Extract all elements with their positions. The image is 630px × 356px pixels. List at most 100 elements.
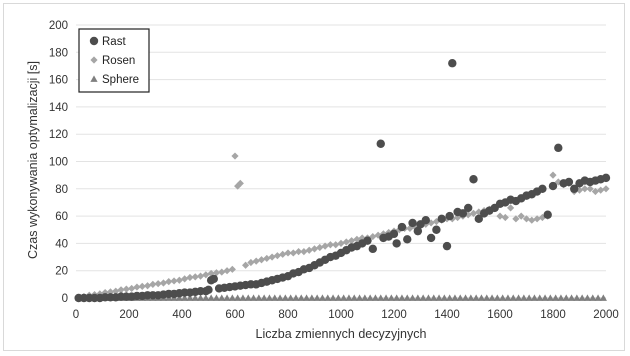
data-point: [546, 294, 554, 301]
data-point: [353, 235, 361, 243]
data-point: [387, 294, 395, 301]
legend-marker-sphere: [90, 75, 98, 82]
data-point: [586, 185, 594, 193]
data-point: [340, 294, 348, 301]
data-point: [332, 241, 340, 249]
data-point: [249, 294, 258, 301]
data-point: [464, 211, 472, 219]
data-point: [599, 294, 607, 301]
data-point: [591, 187, 599, 196]
data-point: [204, 285, 213, 295]
series-rosen: [75, 152, 610, 301]
data-point: [525, 294, 533, 301]
data-point: [133, 283, 141, 291]
data-point: [181, 294, 189, 301]
data-point: [361, 294, 369, 301]
data-point: [554, 143, 563, 153]
data-point: [567, 294, 576, 301]
data-point: [461, 294, 470, 301]
y-tick-label: 200: [49, 20, 68, 32]
data-point: [305, 246, 313, 254]
x-tick-label: 1600: [487, 309, 513, 321]
data-point: [472, 294, 480, 301]
data-point: [548, 181, 558, 191]
data-point: [538, 184, 547, 193]
data-point: [530, 294, 539, 301]
data-point: [175, 276, 183, 284]
data-point: [419, 294, 427, 301]
data-point: [191, 294, 199, 301]
x-tick-label: 1200: [381, 309, 407, 321]
data-point: [393, 294, 401, 301]
data-point: [292, 294, 300, 301]
data-point: [218, 268, 226, 276]
x-tick-label: 1800: [540, 309, 566, 321]
data-point: [589, 294, 597, 301]
data-point: [374, 231, 382, 239]
data-point: [239, 294, 247, 301]
y-tick-label: 100: [49, 157, 68, 169]
legend-label-sphere: Sphere: [102, 74, 139, 86]
data-point: [228, 265, 236, 273]
data-point: [231, 152, 239, 160]
data-point: [377, 294, 385, 301]
data-point: [334, 294, 342, 301]
data-point: [300, 247, 308, 256]
data-point: [507, 204, 515, 212]
y-tick-label: 20: [55, 266, 68, 278]
data-point: [469, 209, 478, 217]
data-point: [543, 210, 552, 219]
data-point: [236, 179, 244, 187]
data-point: [493, 294, 501, 301]
data-point: [212, 294, 221, 301]
data-point: [483, 294, 491, 301]
data-point: [247, 258, 255, 267]
data-point: [445, 211, 454, 221]
data-point: [512, 215, 520, 223]
data-point: [389, 229, 399, 239]
y-tick-label: 60: [55, 211, 68, 223]
data-point: [175, 294, 183, 301]
data-point: [143, 282, 152, 290]
data-point: [533, 215, 541, 223]
data-point: [467, 294, 475, 301]
data-point: [414, 294, 422, 301]
data-point: [154, 280, 162, 288]
data-point: [408, 218, 417, 228]
data-point: [509, 294, 517, 301]
data-point: [289, 249, 297, 257]
data-point: [324, 294, 332, 301]
data-point: [406, 224, 414, 232]
data-point: [504, 294, 512, 301]
data-point: [570, 184, 579, 193]
legend: Rast Rosen Sphere: [78, 28, 150, 93]
data-point: [536, 294, 544, 301]
data-point: [432, 225, 441, 234]
data-point: [181, 275, 189, 283]
data-point: [432, 217, 440, 226]
data-point: [427, 219, 435, 227]
data-point: [128, 284, 136, 293]
data-point: [408, 294, 417, 301]
y-tick-label: 40: [55, 238, 68, 250]
data-point: [442, 241, 452, 251]
data-point: [117, 286, 125, 294]
data-point: [440, 294, 448, 301]
data-point: [528, 216, 536, 224]
data-point: [228, 294, 236, 301]
data-point: [295, 247, 303, 256]
data-point: [329, 294, 337, 301]
data-point: [371, 294, 380, 301]
data-point: [573, 294, 581, 301]
data-point: [403, 235, 412, 244]
data-point: [337, 239, 345, 247]
data-point: [469, 175, 478, 184]
data-point: [218, 294, 226, 301]
data-point: [101, 288, 109, 297]
data-point: [517, 212, 525, 220]
legend-marker-rast: [89, 36, 99, 46]
data-point: [191, 273, 199, 281]
y-tick-label: 140: [49, 102, 68, 114]
data-point: [276, 294, 284, 301]
x-axis-title: Liczba zmiennych decyzyjnych: [256, 327, 427, 341]
